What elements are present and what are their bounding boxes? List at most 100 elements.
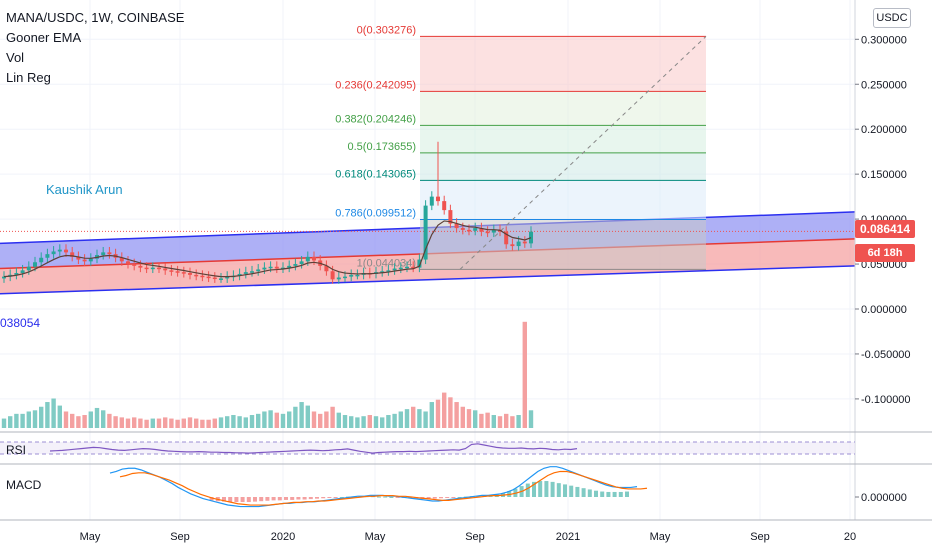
indicator-vol[interactable]: Vol [6, 50, 25, 65]
macd-histogram-bar [339, 497, 344, 498]
macd-histogram-bar [308, 497, 313, 500]
volume-bar [373, 416, 379, 428]
candle-body [386, 270, 391, 272]
volume-bar [119, 417, 124, 428]
candle-body [429, 196, 434, 206]
volume-bar [206, 419, 211, 428]
candle-body [256, 269, 261, 272]
candle-body [82, 259, 87, 262]
candle-body [39, 257, 44, 263]
volume-bar [262, 411, 267, 428]
fib-zone [420, 125, 706, 153]
symbol-title[interactable]: MANA/USDC, 1W, COINBASE [6, 10, 185, 25]
x-tick-label: Sep [170, 531, 190, 543]
indicator-lin-reg[interactable]: Lin Reg [6, 70, 51, 85]
volume-bar [460, 406, 465, 428]
macd-histogram-bar [228, 497, 233, 503]
rsi-pane-label[interactable]: RSI [6, 443, 27, 457]
macd-tick-label: 0.000000 [861, 492, 907, 504]
candle-body [293, 264, 298, 266]
candle-body [107, 252, 112, 255]
macd-histogram-bar [563, 484, 567, 497]
ema-line [3, 220, 532, 278]
volume-bar [448, 397, 453, 428]
macd-histogram-bar [587, 489, 592, 497]
rsi-line [49, 443, 578, 454]
candle-body [132, 264, 137, 266]
volume-bar [76, 416, 81, 428]
volume-bar [218, 417, 224, 428]
macd-histogram-bar [246, 497, 251, 503]
candle-body [237, 273, 242, 276]
candle-body [88, 258, 93, 262]
fib-level-label: 0(0.303276) [357, 24, 416, 36]
macd-histogram-bar [271, 497, 276, 501]
volume-bar [125, 418, 131, 428]
volume-bar [181, 418, 186, 428]
macd-histogram-bar [532, 481, 536, 497]
macd-pane-label[interactable]: MACD [6, 478, 42, 492]
volume-bar [404, 409, 410, 428]
candle-body [312, 256, 316, 261]
macd-histogram-bar [302, 497, 307, 500]
volume-bar [411, 406, 416, 428]
bar-countdown-tag: 6d 18h [855, 244, 915, 262]
volume-bar [1, 418, 7, 428]
volume-bar [522, 321, 527, 428]
macd-histogram-bar [451, 497, 456, 498]
candle-body [76, 256, 81, 260]
candle-body [529, 231, 533, 244]
candle-body [516, 241, 521, 247]
volume-bar [237, 416, 242, 428]
candle-body [460, 228, 465, 230]
volume-bar [150, 418, 155, 428]
macd-histogram-bar [594, 490, 598, 497]
macd-histogram-bar [284, 497, 288, 500]
fib-level-label: 0.236(0.242095) [335, 79, 416, 91]
macd-histogram-bar [612, 491, 617, 497]
volume-bar [336, 412, 341, 428]
volume-bar [491, 415, 496, 428]
volume-bar [504, 413, 509, 428]
volume-bar [200, 419, 205, 428]
volume-bar [367, 415, 372, 428]
candle-body [436, 196, 440, 202]
y-tick-label: 0.300000 [861, 34, 907, 46]
candle-body [330, 271, 335, 280]
candle-body [485, 231, 490, 234]
candle-body [144, 267, 149, 270]
y-tick-label: -0.050000 [861, 349, 911, 361]
volume-bar [169, 418, 174, 428]
volume-bar [361, 416, 366, 428]
x-tick-label: 2020 [271, 531, 295, 543]
candle-body [57, 249, 62, 252]
volume-bar [311, 411, 317, 428]
macd-histogram-bar [383, 496, 388, 498]
rsi-band [0, 442, 855, 454]
volume-bar [194, 418, 199, 428]
macd-histogram-bar [315, 497, 319, 499]
macd-signal-line [119, 470, 648, 506]
volume-bar [466, 409, 472, 428]
volume-bar [342, 415, 348, 428]
volume-bar [70, 413, 75, 428]
macd-histogram-bar [457, 497, 462, 498]
currency-button[interactable]: USDC [873, 8, 911, 28]
volume-readout: 038054 [0, 316, 41, 330]
indicator-gooner-ema[interactable]: Gooner EMA [6, 30, 82, 45]
volume-bar [324, 411, 329, 428]
author-annotation: Kaushik Arun [46, 182, 123, 197]
macd-histogram-bar [209, 497, 214, 501]
candle-body [150, 267, 155, 270]
x-tick-label: May [80, 531, 101, 543]
volume-bar [380, 417, 385, 428]
volume-bar [8, 416, 13, 428]
candle-body [467, 229, 471, 232]
macd-histogram-bar [240, 497, 245, 503]
fib-zone [420, 180, 706, 220]
x-tick-label: May [365, 531, 386, 543]
volume-bar [107, 413, 112, 428]
candle-body [188, 273, 192, 275]
candle-body [349, 274, 354, 277]
